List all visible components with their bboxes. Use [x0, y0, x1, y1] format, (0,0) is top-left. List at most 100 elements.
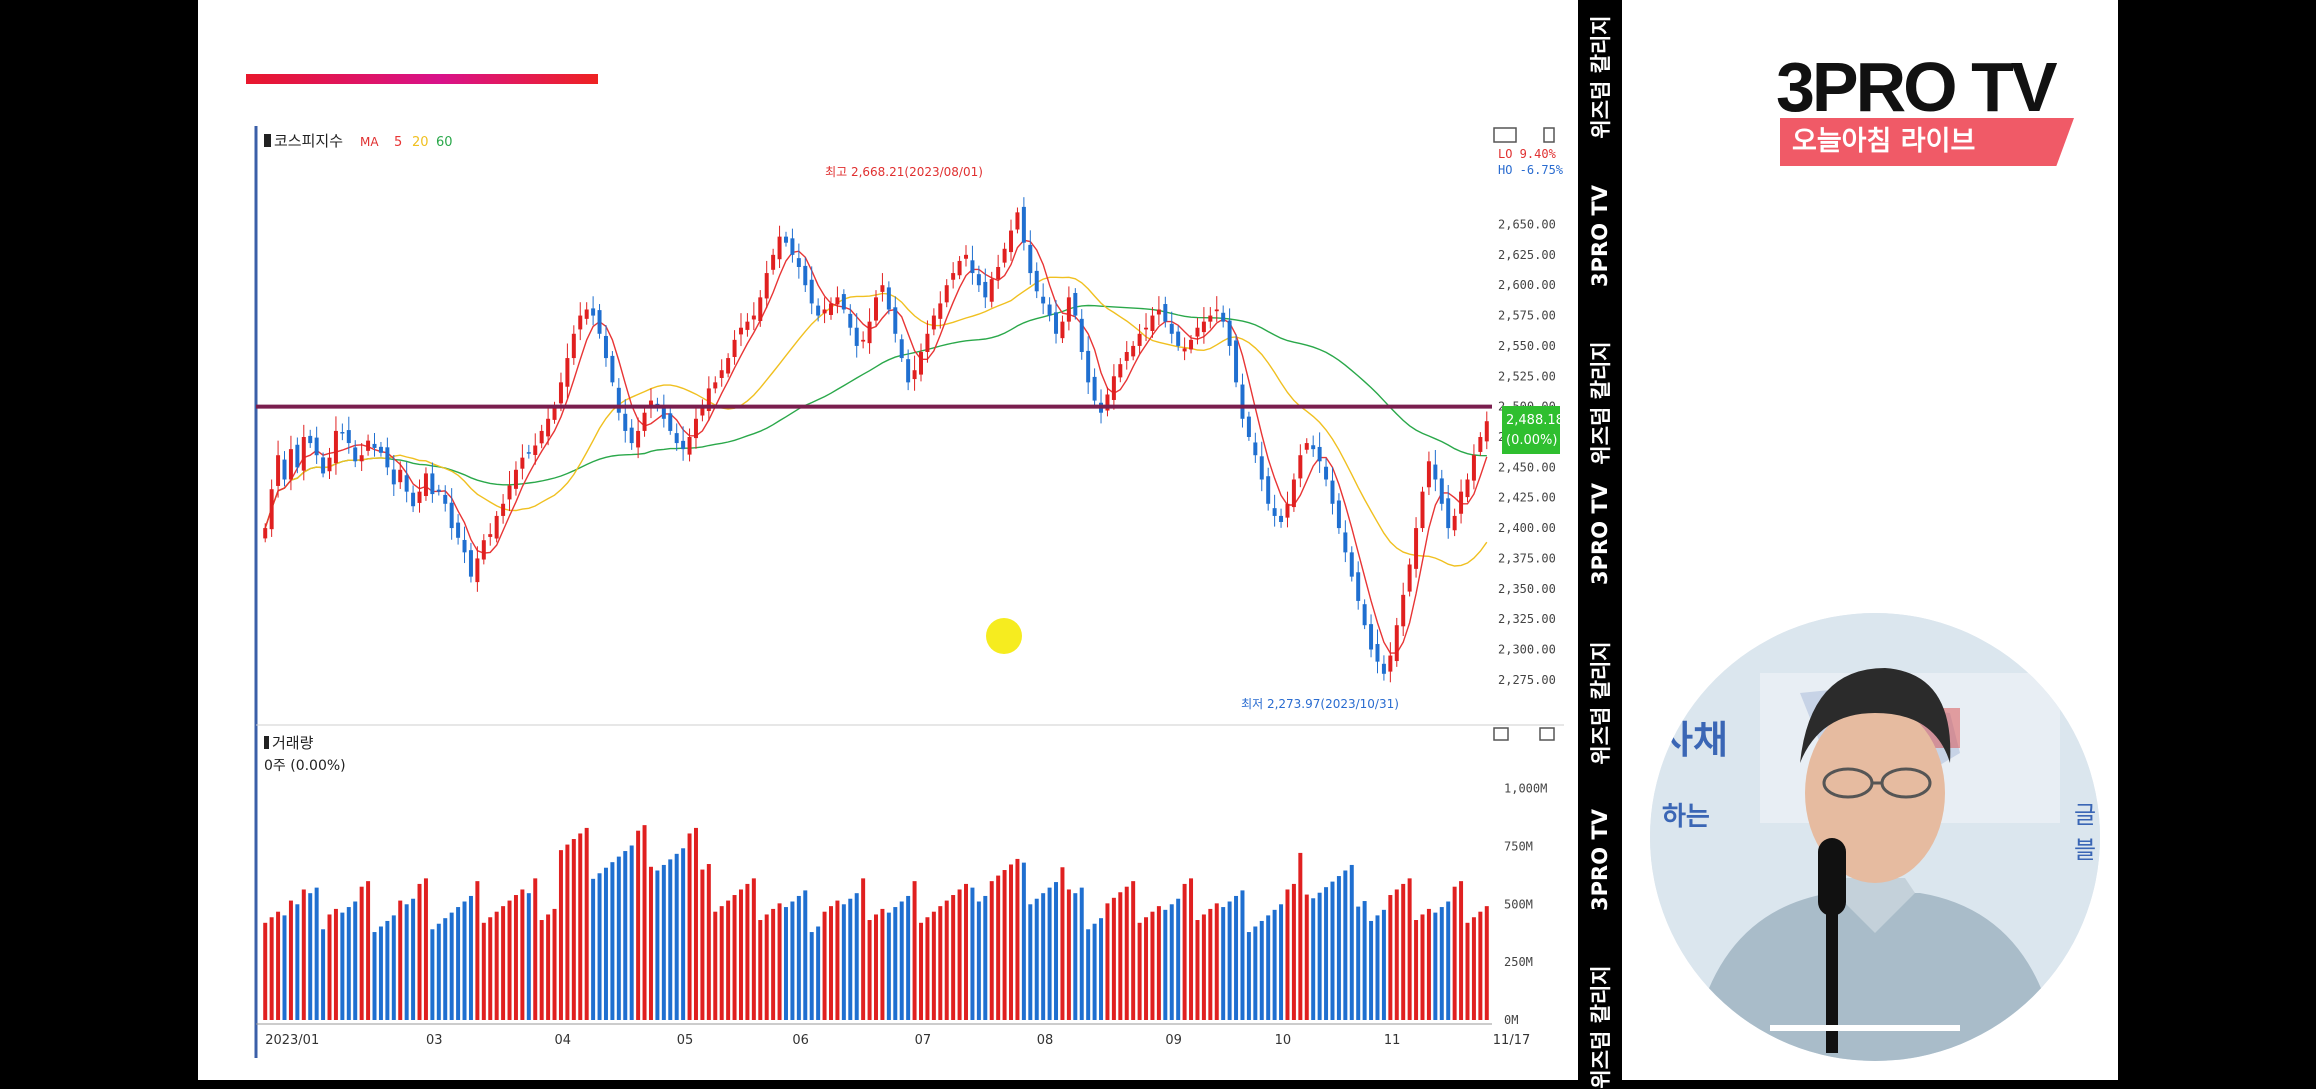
- candle: [1156, 296, 1161, 326]
- candle-body: [456, 522, 461, 538]
- volume-bar: [1484, 906, 1489, 1020]
- candle-body: [996, 267, 1001, 280]
- left-letterbox: [0, 0, 198, 1080]
- candle: [1054, 300, 1059, 344]
- x-tick-label: 08: [1037, 1033, 1054, 1048]
- volume-bar: [938, 906, 943, 1020]
- candle: [456, 514, 461, 545]
- volume-bar: [288, 900, 293, 1020]
- title-marker: [264, 134, 271, 147]
- candle-body: [713, 382, 718, 389]
- volume-bar: [919, 922, 923, 1020]
- candle: [829, 297, 833, 320]
- volume-bar: [1221, 907, 1226, 1020]
- candle-body: [1163, 304, 1168, 322]
- candle: [681, 426, 686, 461]
- candle-body: [867, 321, 872, 344]
- candle-body: [552, 406, 557, 420]
- candle: [1349, 546, 1354, 582]
- price-tick-label: 2,275.00: [1498, 673, 1556, 687]
- panel-close-icon[interactable]: [1543, 127, 1555, 143]
- volume-bar: [1414, 920, 1419, 1020]
- volume-bar: [1182, 883, 1187, 1020]
- candle-body: [1195, 327, 1200, 337]
- volume-bar: [1131, 881, 1136, 1020]
- candle-body: [1311, 445, 1316, 450]
- candle-body: [1150, 315, 1155, 331]
- candle: [1484, 411, 1489, 450]
- presenter-face: [1805, 703, 1945, 883]
- volume-bar: [1343, 870, 1348, 1020]
- x-tick-label: 04: [555, 1033, 572, 1048]
- candle: [1176, 325, 1181, 351]
- legend-ma20: 20: [412, 135, 429, 150]
- volume-bar: [1195, 920, 1200, 1020]
- volume-bar: [687, 833, 692, 1020]
- volume-bar: [610, 862, 615, 1020]
- candle: [1439, 469, 1444, 511]
- candle: [501, 494, 506, 524]
- candle: [835, 286, 840, 314]
- right-letterbox: [2118, 0, 2316, 1080]
- candle-body: [378, 446, 383, 453]
- candle: [1401, 582, 1406, 637]
- current-change: (0.00%): [1506, 433, 1557, 448]
- candle-body: [771, 254, 776, 270]
- candle: [346, 416, 351, 454]
- volume-bar: [925, 917, 930, 1020]
- candle: [674, 423, 679, 451]
- candle: [912, 355, 917, 391]
- volume-bar: [391, 915, 396, 1020]
- volume-bar: [1369, 920, 1374, 1020]
- volume-close-icon[interactable]: [1539, 727, 1555, 741]
- candle: [854, 313, 859, 358]
- candle-body: [906, 359, 911, 383]
- volume-config-icon[interactable]: [1493, 727, 1509, 741]
- candle-body: [526, 452, 531, 454]
- volume-bar: [957, 889, 962, 1020]
- candle-body: [668, 413, 673, 431]
- candle-body: [899, 339, 904, 359]
- candle-body: [1002, 248, 1007, 263]
- candle-body: [1343, 532, 1348, 553]
- volume-bar: [706, 864, 711, 1020]
- volume-bar: [333, 908, 338, 1020]
- volume-bar: [1099, 918, 1104, 1020]
- candle-body: [848, 313, 853, 328]
- volume-bar: [738, 889, 743, 1020]
- price-tick-label: 2,450.00: [1498, 460, 1556, 474]
- volume-bar: [1471, 917, 1476, 1020]
- candle: [340, 423, 345, 441]
- price-tick-label: 2,550.00: [1498, 339, 1556, 353]
- candle-body: [764, 273, 769, 299]
- candle-body: [591, 308, 596, 316]
- volume-bar: [693, 827, 698, 1020]
- candle-body: [803, 265, 808, 286]
- candle-body: [726, 358, 731, 374]
- candle-body: [964, 254, 969, 259]
- panel-config-icon[interactable]: [1493, 127, 1517, 143]
- volume-bar: [378, 926, 383, 1020]
- volume-title-marker: [264, 736, 269, 749]
- microphone-icon: [1818, 838, 1846, 916]
- candle: [398, 461, 403, 489]
- volume-bar: [642, 825, 647, 1020]
- volume-bar: [668, 859, 673, 1020]
- presenter-shirt: [1690, 893, 2060, 1061]
- candle: [1060, 315, 1065, 344]
- volume-bar: [1465, 922, 1470, 1020]
- candle-body: [1452, 515, 1457, 531]
- candle-body: [829, 303, 833, 315]
- volume-bar: [1478, 911, 1483, 1020]
- candle: [366, 434, 371, 456]
- candle-body: [1349, 552, 1354, 577]
- volume-bar: [899, 901, 904, 1020]
- candle: [372, 432, 377, 457]
- candle: [816, 298, 821, 322]
- candle-body: [501, 503, 506, 516]
- volume-bar: [423, 878, 428, 1020]
- candle-body: [359, 455, 364, 462]
- volume-bar: [1330, 881, 1335, 1020]
- volume-bar: [803, 890, 808, 1020]
- volume-bar: [629, 845, 634, 1020]
